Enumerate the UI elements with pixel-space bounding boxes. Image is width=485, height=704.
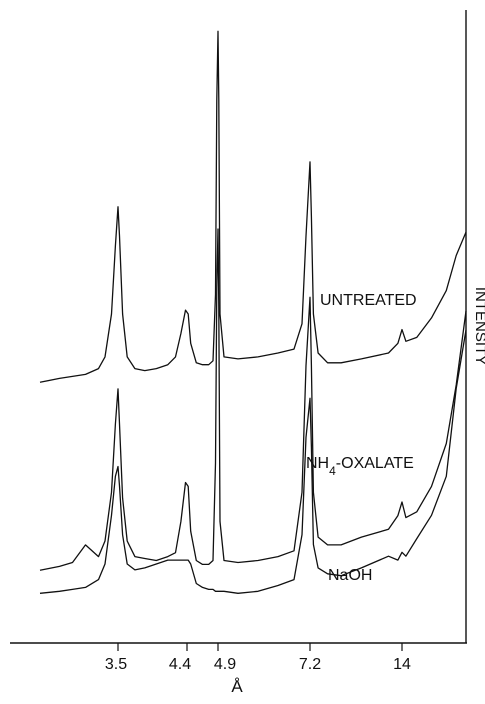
series-line-naoh xyxy=(39,329,467,594)
y-axis-label: INTENSITY xyxy=(472,287,485,365)
series-label-untreated: UNTREATED xyxy=(320,292,417,309)
x-tick-label: 3.5 xyxy=(105,656,127,673)
series-line-nh4-oxalate xyxy=(39,228,467,571)
x-tick-label: 4.4 xyxy=(169,656,191,673)
x-tick-label: 4.9 xyxy=(214,656,236,673)
axes-layer xyxy=(10,10,467,644)
x-tick-label: 7.2 xyxy=(299,656,321,673)
x-ticks: 3.5 4.4 4.9 7.2 14 xyxy=(105,643,411,673)
series-label-naoh: NaOH xyxy=(328,567,372,584)
curves-layer xyxy=(39,30,467,594)
series-label-nh4-oxalate: NH4-OXALATE xyxy=(306,455,414,478)
x-axis-label: Å xyxy=(231,677,243,696)
series-line-untreated xyxy=(39,30,467,383)
x-tick-label: 14 xyxy=(393,656,411,673)
